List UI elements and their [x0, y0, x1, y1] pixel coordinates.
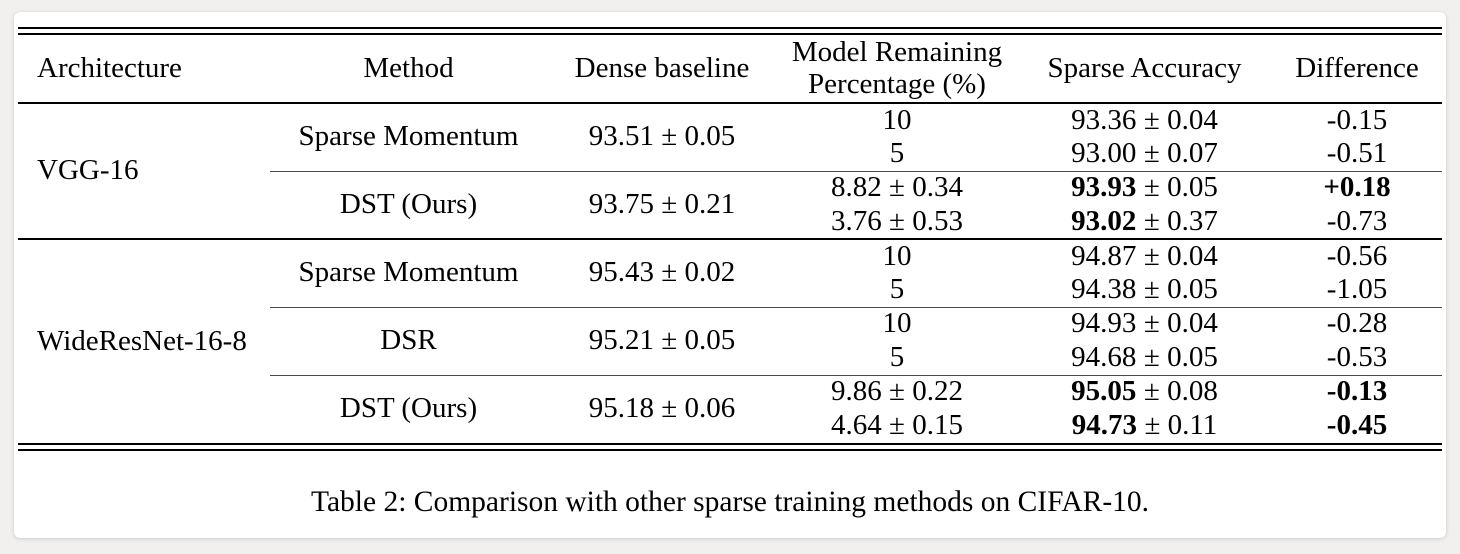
- accuracy-mean: 94.93: [1071, 307, 1137, 340]
- method-cell: DSR: [270, 306, 547, 375]
- accuracy-stddev: ± 0.04: [1143, 103, 1218, 136]
- difference-cell: -0.51: [1326, 136, 1388, 169]
- table-header: Architecture Method Dense baseline Model…: [18, 35, 1442, 104]
- accuracy-cell: 93.36 ± 0.04: [1017, 103, 1272, 137]
- remaining-cell: 3.76 ± 0.53: [831, 204, 963, 237]
- table-row: DST (Ours) 93.75 ± 0.21 8.82 ± 0.34 93.9…: [18, 170, 1442, 239]
- col-header-remaining-line2: Percentage (%): [808, 67, 986, 100]
- col-header-remaining: Model Remaining Percentage (%): [777, 35, 1017, 104]
- remaining-cell: 8.82 ± 0.34: [777, 170, 1017, 205]
- accuracy-stddev: ± 0.37: [1143, 204, 1218, 237]
- dense-baseline-cell: 95.21 ± 0.05: [547, 306, 777, 375]
- col-header-sparse-accuracy: Sparse Accuracy: [1017, 35, 1272, 104]
- difference-cell: -0.56: [1272, 238, 1442, 273]
- accuracy-mean: 93.36: [1071, 103, 1137, 136]
- remaining-cell: 5: [889, 340, 905, 373]
- col-header-difference: Difference: [1272, 35, 1442, 104]
- results-table: Architecture Method Dense baseline Model…: [18, 35, 1442, 443]
- remaining-cell: 10: [777, 238, 1017, 273]
- accuracy-mean: 94.68: [1071, 340, 1137, 373]
- dense-baseline-cell: 95.18 ± 0.06: [547, 374, 777, 443]
- accuracy-cell: 93.00 ± 0.07: [1017, 137, 1272, 171]
- accuracy-stddev: ± 0.05: [1143, 272, 1218, 305]
- table-body: VGG-16 Sparse Momentum 93.51 ± 0.05 10 9…: [18, 103, 1442, 443]
- difference-cell: -0.53: [1326, 340, 1388, 373]
- col-header-method: Method: [270, 35, 547, 104]
- dense-baseline-cell: 93.51 ± 0.05: [588, 120, 736, 153]
- accuracy-cell: 94.73 ± 0.11: [1017, 409, 1272, 443]
- table-row: VGG-16 Sparse Momentum 93.51 ± 0.05 10 9…: [18, 103, 1442, 186]
- remaining-cell: 10: [777, 306, 1017, 341]
- accuracy-stddev: ± 0.07: [1143, 136, 1218, 169]
- accuracy-cell: 93.93 ± 0.05: [1017, 170, 1272, 205]
- difference-cell: -0.73: [1326, 204, 1388, 237]
- method-cell: DST (Ours): [270, 170, 547, 239]
- accuracy-stddev: ± 0.04: [1143, 239, 1218, 272]
- table-bottom-rule: [18, 443, 1442, 451]
- method-cell: Sparse Momentum: [270, 238, 547, 307]
- accuracy-cell: 95.05 ± 0.08: [1017, 374, 1272, 409]
- table-row: 5 93.00 ± 0.07 -0.51: [18, 137, 1442, 171]
- architecture-cell: VGG-16: [37, 154, 139, 187]
- accuracy-stddev: ± 0.05: [1143, 340, 1218, 373]
- col-header-remaining-line1: Model Remaining: [791, 35, 1003, 68]
- remaining-cell: 5: [889, 136, 905, 169]
- remaining-cell: 5: [889, 272, 905, 305]
- method-cell: Sparse Momentum: [298, 120, 519, 153]
- accuracy-cell: 93.02 ± 0.37: [1017, 205, 1272, 239]
- remaining-cell: 4.64 ± 0.15: [831, 409, 963, 442]
- table-row: 5 94.68 ± 0.05 -0.53: [18, 341, 1442, 375]
- col-header-dense-baseline: Dense baseline: [547, 35, 777, 104]
- difference-cell: -0.15: [1326, 103, 1388, 136]
- accuracy-mean: 93.00: [1071, 136, 1137, 169]
- architecture-cell: WideResNet-16-8: [18, 238, 270, 443]
- table-top-rule: [18, 27, 1442, 35]
- accuracy-cell: 94.68 ± 0.05: [1017, 341, 1272, 375]
- method-cell: DST (Ours): [270, 374, 547, 443]
- accuracy-mean: 94.87: [1071, 239, 1137, 272]
- difference-cell: -0.45: [1326, 409, 1388, 442]
- accuracy-cell: 94.93 ± 0.04: [1017, 306, 1272, 341]
- accuracy-cell: 94.38 ± 0.05: [1017, 273, 1272, 307]
- accuracy-stddev: ± 0.08: [1143, 375, 1218, 408]
- accuracy-mean: 94.73: [1071, 409, 1137, 442]
- accuracy-stddev: ± 0.04: [1143, 307, 1218, 340]
- table-row: DSR 95.21 ± 0.05 10 94.93 ± 0.04 -0.28: [18, 306, 1442, 375]
- table-row: DST (Ours) 95.18 ± 0.06 9.86 ± 0.22 95.0…: [18, 374, 1442, 443]
- accuracy-stddev: ± 0.11: [1144, 409, 1218, 442]
- difference-cell: -0.28: [1272, 306, 1442, 341]
- accuracy-cell: 94.87 ± 0.04: [1017, 238, 1272, 273]
- table-row: 3.76 ± 0.53 93.02 ± 0.37 -0.73: [18, 205, 1442, 239]
- remaining-cell: 10: [882, 103, 912, 136]
- table-row: 4.64 ± 0.15 94.73 ± 0.11 -0.45: [18, 409, 1442, 443]
- accuracy-stddev: ± 0.05: [1143, 171, 1218, 204]
- table-container: Architecture Method Dense baseline Model…: [18, 27, 1442, 519]
- dense-baseline-cell: 93.75 ± 0.21: [547, 170, 777, 239]
- difference-cell: -1.05: [1326, 272, 1388, 305]
- dense-baseline-cell: 95.43 ± 0.02: [547, 238, 777, 307]
- difference-cell: +0.18: [1272, 170, 1442, 205]
- difference-cell: -0.13: [1272, 374, 1442, 409]
- paper-page: Architecture Method Dense baseline Model…: [14, 12, 1446, 538]
- table-caption: Table 2: Comparison with other sparse tr…: [310, 486, 1150, 518]
- accuracy-mean: 93.93: [1071, 171, 1137, 204]
- header-row: Architecture Method Dense baseline Model…: [18, 35, 1442, 104]
- accuracy-mean: 95.05: [1071, 375, 1137, 408]
- accuracy-mean: 94.38: [1071, 272, 1137, 305]
- table-row: WideResNet-16-8 Sparse Momentum 95.43 ± …: [18, 238, 1442, 443]
- remaining-cell: 9.86 ± 0.22: [777, 374, 1017, 409]
- col-header-architecture: Architecture: [18, 35, 270, 104]
- accuracy-mean: 93.02: [1071, 204, 1137, 237]
- table-row: 5 94.38 ± 0.05 -1.05: [18, 273, 1442, 307]
